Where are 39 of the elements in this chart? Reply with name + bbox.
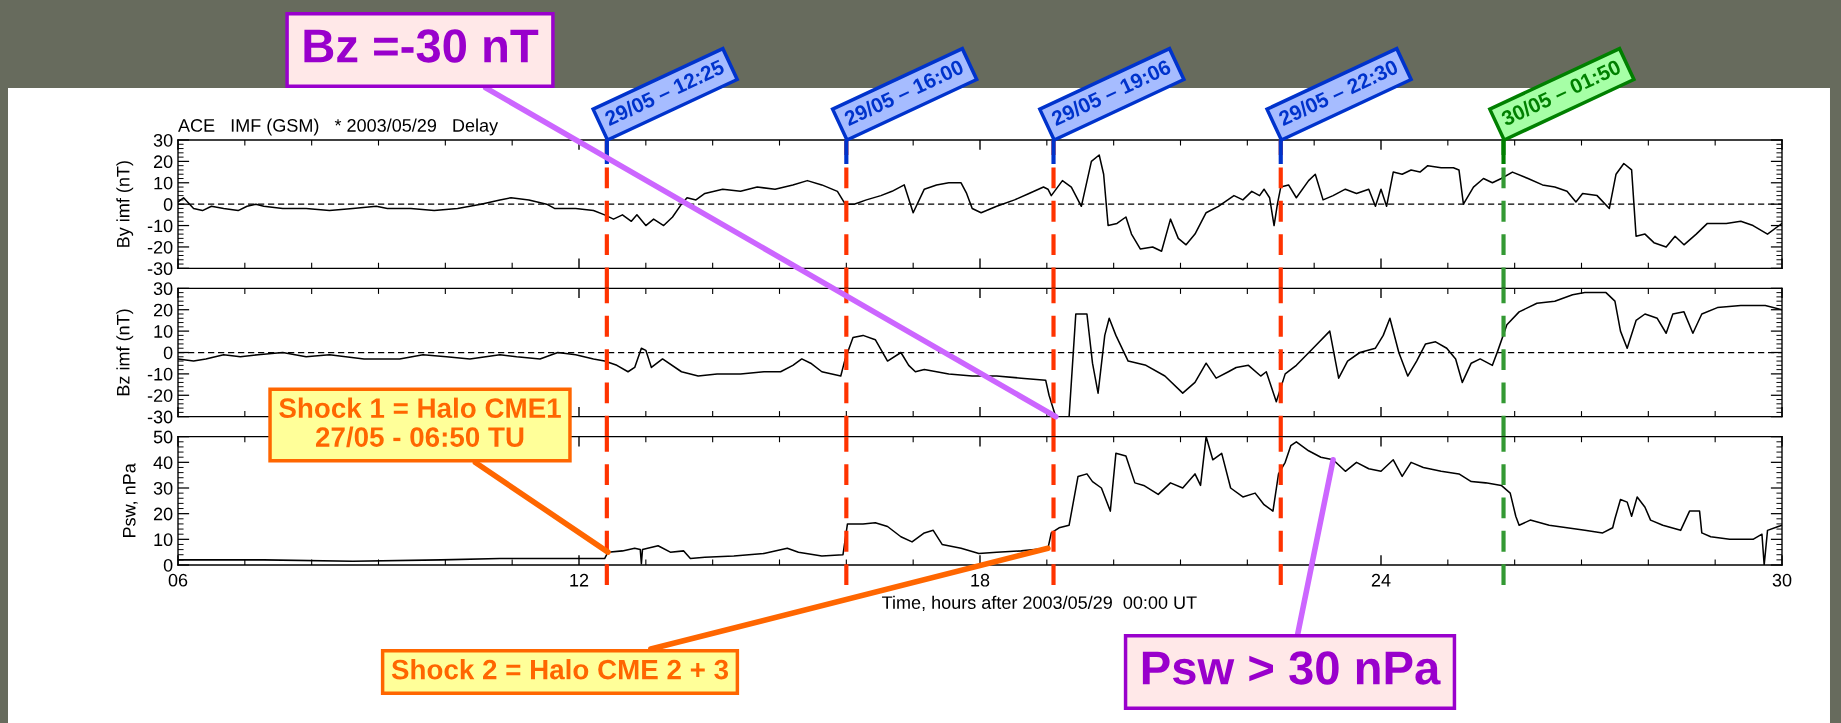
ref-line-label: 29/05 – 19:06 bbox=[1050, 58, 1172, 127]
ref-line-label: 29/05 – 12:25 bbox=[603, 58, 726, 127]
y-tick-label: -30 bbox=[147, 410, 173, 424]
y-tick-label: 10 bbox=[154, 533, 173, 547]
y-tick-label: 10 bbox=[154, 325, 173, 338]
annotation: Shock 1 = Halo CME1 27/05 - 06:50 TU bbox=[279, 397, 561, 448]
x-axis-title: Time, hours after 2003/05/29 00:00 UT bbox=[882, 595, 1197, 612]
y-tick-label: 20 bbox=[153, 303, 173, 317]
y-tick-label: 0 bbox=[163, 558, 173, 572]
x-tick-label: 24 bbox=[1371, 573, 1391, 587]
ref-line-label: 30/05 – 01:50 bbox=[1499, 58, 1622, 127]
y-tick-label: 50 bbox=[153, 430, 173, 444]
chart-title: ACE IMF (GSM) * 2003/05/29 Delay bbox=[178, 118, 499, 136]
y-tick-label: 40 bbox=[153, 456, 173, 470]
y-axis-title: Psw, nPa bbox=[123, 463, 138, 537]
y-tick-label: 0 bbox=[163, 346, 173, 360]
y-tick-label: 30 bbox=[153, 133, 173, 147]
y-tick-label: -10 bbox=[147, 367, 173, 381]
x-tick-label: 12 bbox=[570, 573, 589, 587]
y-tick-label: 10 bbox=[154, 176, 173, 190]
y-tick-label: 0 bbox=[163, 198, 173, 211]
y-tick-label: 30 bbox=[153, 481, 173, 495]
y-tick-label: -20 bbox=[147, 240, 173, 254]
y-tick-label: -20 bbox=[147, 389, 173, 402]
annotation: Shock 2 = Halo CME 2 + 3 bbox=[391, 659, 729, 680]
x-tick-label: 30 bbox=[1772, 573, 1792, 587]
annotation: Bz =-30 nT bbox=[304, 29, 539, 63]
ref-line-label: 29/05 – 16:00 bbox=[842, 58, 965, 127]
ref-line-label: 29/05 – 22:30 bbox=[1277, 58, 1400, 127]
y-tick-label: 20 bbox=[153, 507, 173, 521]
y-axis-title: By imf (nT) bbox=[116, 161, 134, 247]
y-axis-title: Bz imf (nT) bbox=[116, 309, 134, 396]
annotation: Psw > 30 nPa bbox=[1142, 651, 1441, 685]
y-tick-label: 20 bbox=[153, 155, 173, 169]
y-tick-label: -30 bbox=[147, 262, 173, 276]
y-tick-label: -10 bbox=[147, 219, 173, 233]
x-tick-label: 18 bbox=[971, 573, 990, 587]
x-tick-label: 06 bbox=[168, 573, 188, 587]
y-tick-label: 30 bbox=[153, 282, 173, 296]
